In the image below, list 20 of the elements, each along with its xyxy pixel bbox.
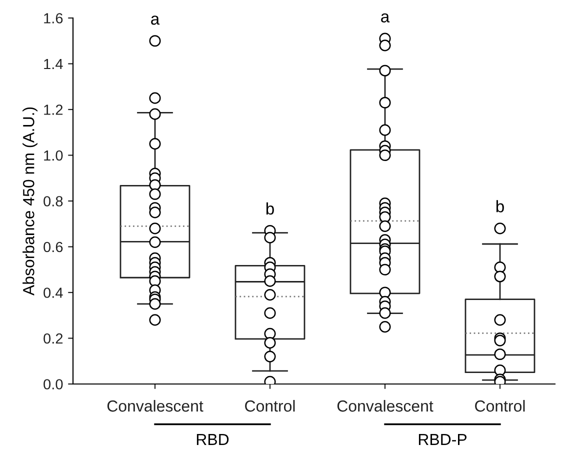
y-tick-label: 0.6 (44, 242, 63, 252)
y-axis-title: Absorbance 450 nm (A.U.) (22, 107, 38, 296)
y-tick-label: 0.8 (44, 196, 63, 206)
annotation: b (266, 202, 274, 215)
y-tick-label: 0.4 (44, 288, 63, 298)
x-axis-title: RBD (196, 434, 229, 445)
y-tick-label: 1.2 (44, 104, 63, 115)
y-tick-label: 1.0 (44, 150, 63, 161)
annotation: a (381, 13, 390, 22)
x-tick-label: Convalescent (107, 400, 204, 412)
x-axis-title: RBD-P (418, 434, 466, 445)
y-tick-label: 1.6 (44, 13, 63, 24)
annotation: b (496, 200, 504, 212)
y-tick-label: 0.2 (44, 333, 63, 344)
x-tick-label: Control (475, 400, 525, 412)
x-tick-label: Control (245, 400, 295, 412)
annotation: a (151, 16, 160, 25)
y-tick-label: 0.0 (44, 379, 63, 390)
y-tick-label: 1.4 (44, 59, 63, 70)
x-tick-label: Convalescent (337, 400, 434, 412)
